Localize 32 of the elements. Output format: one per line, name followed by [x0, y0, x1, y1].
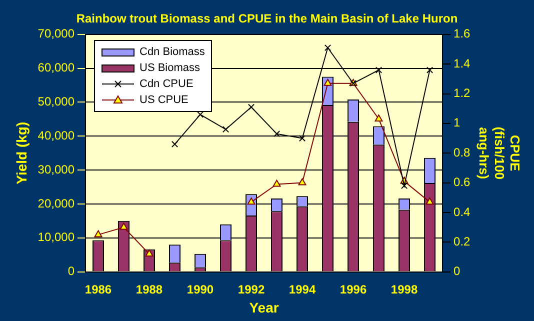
x-tick-label: 1988 — [136, 282, 163, 296]
y2-tick-label: 1 — [454, 116, 461, 130]
y2-tick-label: 0.4 — [454, 204, 471, 219]
y2-tick-label: 1.2 — [454, 86, 471, 100]
y-tick-label: 10,000 — [38, 230, 75, 244]
y2-tick-label: 1.6 — [454, 26, 471, 41]
y-tick-label: 70,000 — [38, 26, 75, 41]
y-tick-label: 60,000 — [38, 60, 75, 75]
x-tick-label: 1998 — [390, 282, 418, 296]
x-axis-title: Year — [249, 299, 280, 316]
legend-label: Cdn Biomass — [140, 45, 205, 60]
y2-tick-label: 0 — [454, 264, 461, 278]
x-tick-label: 1996 — [340, 282, 367, 296]
legend-label: US Biomass — [140, 61, 200, 76]
y2-tick-label: 0.6 — [454, 175, 471, 190]
y2-tick-label: 0.2 — [454, 234, 471, 248]
y-tick-label: 50,000 — [38, 94, 75, 109]
legend-label: Cdn CPUE — [140, 77, 194, 92]
x-tick-label: 1990 — [186, 282, 214, 296]
legend-label: US CPUE — [140, 93, 188, 108]
x-tick-label: 1992 — [238, 282, 265, 296]
y2-tick-label: 1.4 — [454, 56, 471, 70]
y2-tick-label: 0.8 — [454, 145, 471, 160]
y-tick-label: 20,000 — [38, 196, 75, 210]
y2-axis-title: CPUE (fish/100 ang-hrs) — [476, 126, 523, 180]
y-axis-title: Yield (kg) — [13, 122, 30, 184]
x-tick-label: 1986 — [84, 282, 112, 296]
chart-title: Rainbow trout Biomass and CPUE in the Main Basin of Lake Huron — [76, 12, 458, 26]
x-tick-label: 1994 — [288, 282, 316, 296]
y-tick-label: 40,000 — [38, 128, 75, 142]
y-tick-label: 30,000 — [38, 162, 75, 176]
y-tick-label: 0 — [68, 264, 75, 278]
